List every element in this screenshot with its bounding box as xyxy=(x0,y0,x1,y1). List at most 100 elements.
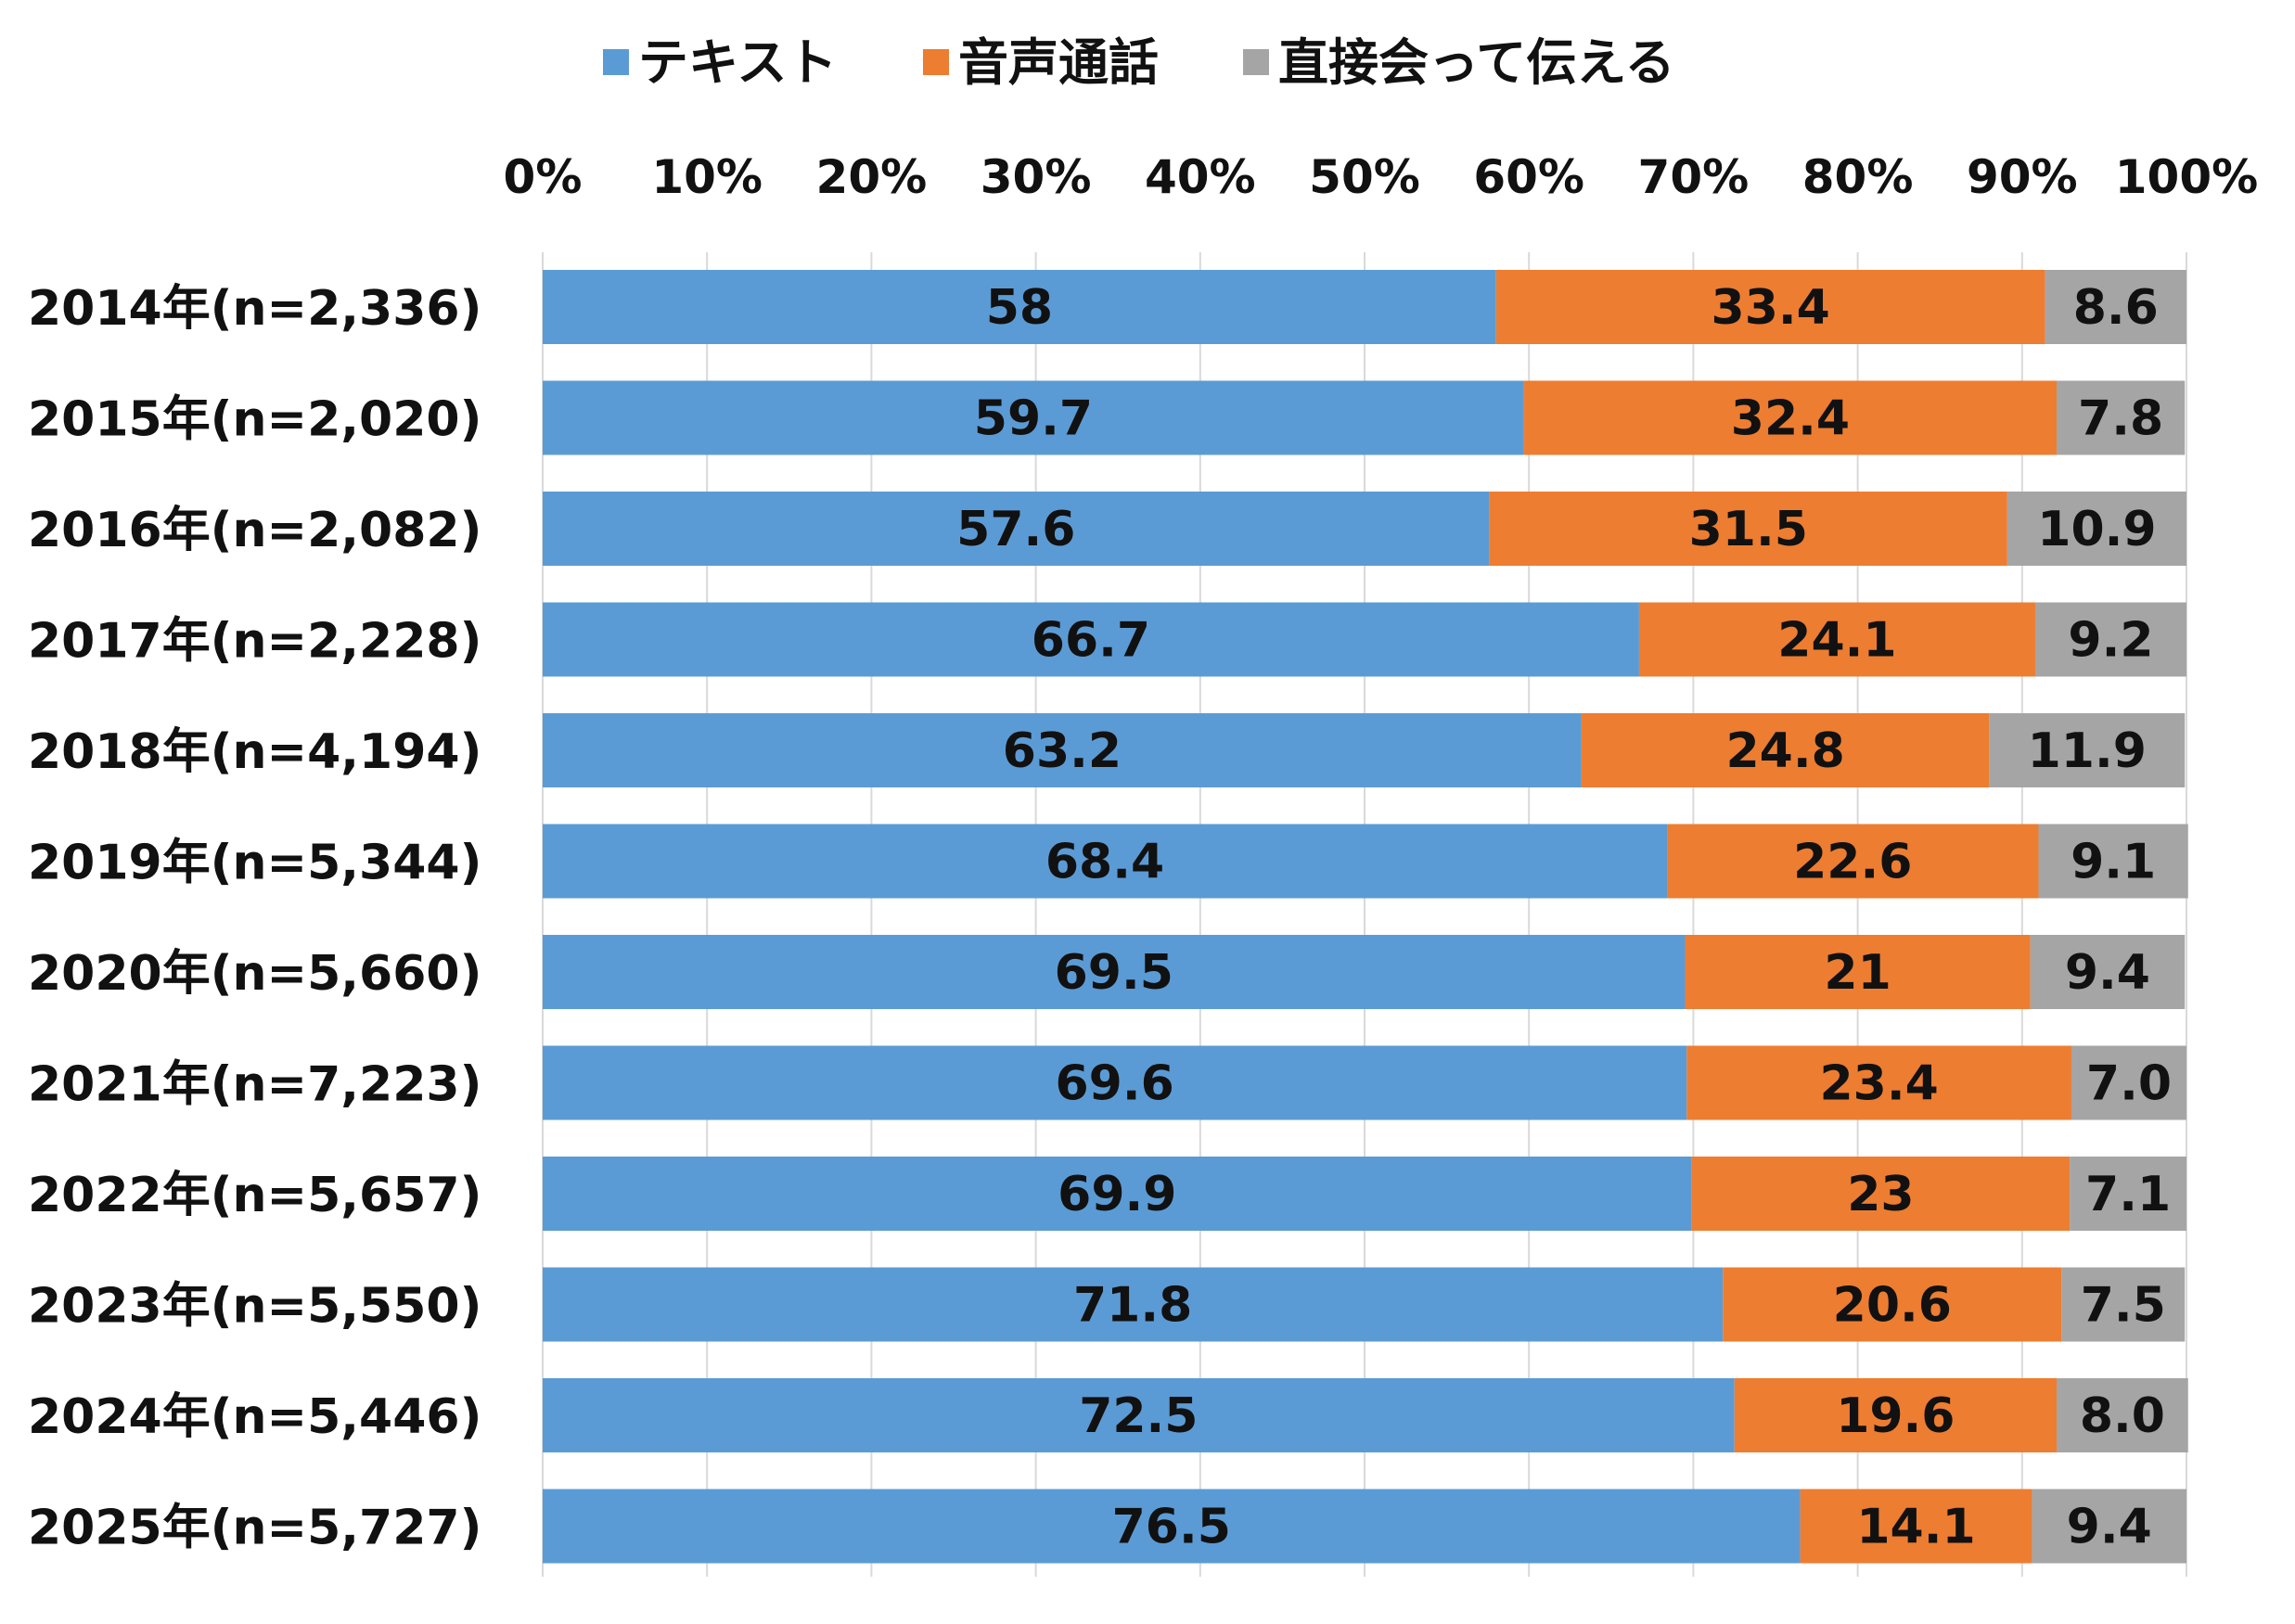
legend-swatch xyxy=(923,49,949,75)
bar-segment xyxy=(2061,1267,2186,1342)
x-axis-tick-labels: 0% 10% 20% 30% 40% 50% 60% 70% 80% 90% 100% xyxy=(504,150,2259,204)
data-label: 69.9 xyxy=(1058,1167,1176,1222)
bar-segment xyxy=(2071,1045,2186,1120)
bar-segment xyxy=(543,380,1524,455)
data-label: 20.6 xyxy=(1833,1278,1952,1334)
legend-label: 音声通話 xyxy=(958,33,1159,92)
x-tick-label: 70% xyxy=(1638,150,1750,204)
x-tick-label: 80% xyxy=(1802,150,1914,204)
bar-segment xyxy=(543,492,1490,566)
data-label: 69.6 xyxy=(1055,1056,1173,1112)
data-label: 7.8 xyxy=(2078,391,2163,447)
data-label: 58 xyxy=(986,280,1053,336)
bar-segment xyxy=(543,602,1639,677)
data-labels: 58 33.4 8.6 59.7 32.4 7.8 57.6 31.5 10.9 66.7 24.1… xyxy=(956,280,2172,1555)
category-label: 2014年(n=2,336) xyxy=(28,281,481,337)
bar-segment xyxy=(543,824,1668,899)
data-label: 59.7 xyxy=(974,391,1093,447)
data-label: 68.4 xyxy=(1045,835,1164,890)
data-label: 76.5 xyxy=(1112,1500,1231,1555)
bar-segment xyxy=(543,1267,1724,1342)
category-label: 2024年(n=5,446) xyxy=(28,1389,481,1445)
data-label: 23.4 xyxy=(1819,1056,1938,1112)
x-tick-label: 0% xyxy=(504,150,583,204)
data-label: 66.7 xyxy=(1032,613,1150,669)
bar-segment xyxy=(543,1378,1735,1452)
bar-segment xyxy=(543,1157,1692,1231)
bar-segment xyxy=(1686,1045,2071,1120)
bar-segment xyxy=(1667,824,2039,899)
bar-segment xyxy=(1489,492,2007,566)
category-label: 2015年(n=2,020) xyxy=(28,392,481,448)
bar-segment xyxy=(1989,713,2186,787)
data-label: 24.1 xyxy=(1777,613,1896,669)
gridlines xyxy=(542,252,2187,1577)
bar-segment xyxy=(1691,1157,2071,1231)
x-tick-label: 10% xyxy=(651,150,763,204)
category-label: 2019年(n=5,344) xyxy=(28,836,481,891)
category-labels: 2014年(n=2,336) 2015年(n=2,020) 2016年(n=2,08… xyxy=(28,281,481,1556)
category-label: 2018年(n=4,194) xyxy=(28,724,481,780)
x-tick-label: 30% xyxy=(981,150,1092,204)
bar-segment xyxy=(2045,270,2186,344)
data-label: 9.2 xyxy=(2068,613,2153,669)
data-label: 21 xyxy=(1824,945,1891,1001)
bar-segment xyxy=(1638,602,2035,677)
bar-segment xyxy=(2007,492,2186,566)
data-label: 32.4 xyxy=(1731,391,1850,447)
data-label: 9.1 xyxy=(2071,835,2156,890)
bar-segment xyxy=(543,935,1686,1009)
data-label: 8.0 xyxy=(2080,1388,2165,1444)
x-tick-label: 90% xyxy=(1967,150,2078,204)
category-label: 2021年(n=7,223) xyxy=(28,1057,481,1113)
data-label: 31.5 xyxy=(1689,502,1808,557)
bar-segment xyxy=(2032,1489,2186,1564)
data-label: 8.6 xyxy=(2073,280,2159,336)
bar-segment xyxy=(543,270,1496,344)
category-label: 2020年(n=5,660) xyxy=(28,946,481,1002)
bar-segment xyxy=(1723,1267,2062,1342)
data-label: 69.5 xyxy=(1055,945,1173,1001)
x-tick-label: 50% xyxy=(1309,150,1420,204)
bar-segment xyxy=(1523,380,2058,455)
data-label: 14.1 xyxy=(1856,1500,1975,1555)
category-label: 2025年(n=5,727) xyxy=(28,1501,481,1556)
data-label: 9.4 xyxy=(2065,945,2150,1001)
category-label: 2017年(n=2,228) xyxy=(28,614,481,670)
data-label: 23 xyxy=(1847,1167,1914,1222)
x-tick-label: 40% xyxy=(1145,150,1256,204)
data-label: 72.5 xyxy=(1079,1388,1198,1444)
data-label: 7.5 xyxy=(2081,1278,2166,1334)
bar-segment xyxy=(543,713,1582,787)
bar-segment xyxy=(543,1045,1687,1120)
legend-label: 直接会って伝える xyxy=(1278,33,1675,92)
x-tick-label: 100% xyxy=(2115,150,2258,204)
data-label: 33.4 xyxy=(1712,280,1830,336)
bars xyxy=(543,270,2188,1564)
bar-segment xyxy=(2057,380,2186,455)
x-tick-label: 20% xyxy=(816,150,928,204)
bar-segment xyxy=(2030,935,2186,1009)
legend-swatch xyxy=(603,49,629,75)
bar-segment xyxy=(543,1489,1801,1564)
category-label: 2023年(n=5,550) xyxy=(28,1279,481,1335)
data-label: 10.9 xyxy=(2037,502,2156,557)
data-label: 63.2 xyxy=(1003,723,1122,779)
bar-segment xyxy=(2038,824,2188,899)
data-label: 7.1 xyxy=(2085,1167,2171,1222)
bar-segment xyxy=(1800,1489,2032,1564)
bar-segment xyxy=(2034,602,2186,677)
data-label: 7.0 xyxy=(2086,1056,2172,1112)
category-label: 2022年(n=5,657) xyxy=(28,1168,481,1223)
bar-segment xyxy=(1734,1378,2058,1452)
data-label: 9.4 xyxy=(2067,1500,2152,1555)
bar-segment xyxy=(1581,713,1990,787)
category-label: 2016年(n=2,082) xyxy=(28,503,481,558)
data-label: 57.6 xyxy=(956,502,1075,557)
x-tick-label: 60% xyxy=(1473,150,1584,204)
data-label: 11.9 xyxy=(2028,723,2147,779)
data-label: 22.6 xyxy=(1793,835,1912,890)
bar-segment xyxy=(2070,1157,2186,1231)
data-label: 19.6 xyxy=(1836,1388,1955,1444)
